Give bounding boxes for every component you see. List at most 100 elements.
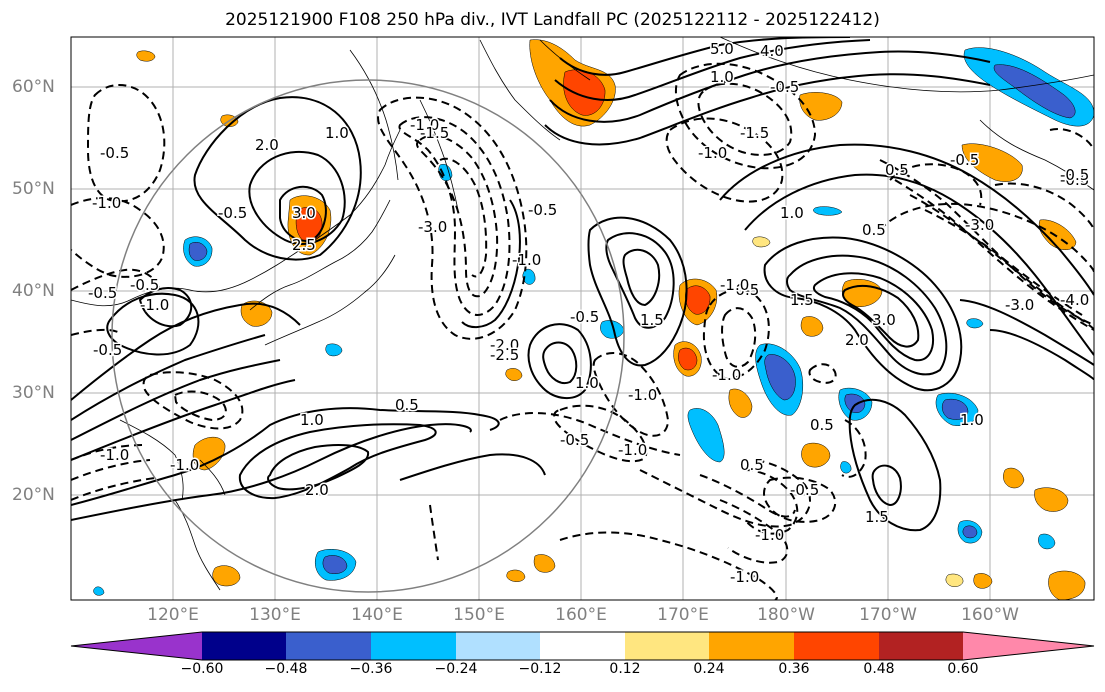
range-circle (111, 79, 625, 593)
contour-label: -0.5 (1060, 171, 1089, 189)
contour-label: -1.0 (628, 386, 657, 404)
contour-label: -0.5 (730, 281, 759, 299)
colorbar-segments (70, 631, 1095, 661)
lat-label-60n: 60°N (12, 77, 55, 97)
colorbar-extend-high (963, 632, 1094, 660)
colorbar-segment (879, 632, 963, 660)
contour-label: 3.0 (292, 204, 316, 222)
colorbar (70, 631, 1095, 661)
lat-label-20n: 20°N (12, 485, 55, 505)
contour-label: -0.5 (560, 431, 589, 449)
contour-label: 1.5 (640, 311, 664, 329)
contour-label: -0.5 (130, 276, 159, 294)
lon-label: 170°W (859, 605, 917, 625)
colorbar-segment (625, 632, 709, 660)
colorbar-tick: 0.60 (947, 661, 979, 677)
contour-label: -1.5 (420, 124, 449, 142)
contour-label: 4.0 (760, 42, 784, 60)
lon-label: 180°W (757, 605, 815, 625)
contour-label: 1.0 (325, 124, 349, 142)
colorbar-tick: 0.24 (693, 661, 725, 677)
contour-label: 0.5 (862, 221, 886, 239)
contour-label: 0.5 (395, 396, 419, 414)
contour-label: -1.0 (170, 456, 199, 474)
contour-label: -1.0 (512, 251, 541, 269)
lat-label-40n: 40°N (12, 281, 55, 301)
contour-label: -1.0 (755, 526, 784, 544)
contour-label: -0.5 (93, 341, 122, 359)
contour-label: -1.0 (730, 568, 759, 586)
contour-label: -1.5 (740, 124, 769, 142)
contour-label: -0.5 (790, 481, 819, 499)
contour-label: 5.0 (710, 40, 734, 58)
contour-label: -0.5 (570, 308, 599, 326)
contour-label: -1.0 (712, 366, 741, 384)
contour-label: -0.5 (950, 151, 979, 169)
contour-label: 1.0 (960, 411, 984, 429)
negative-contours (71, 62, 1094, 600)
colorbar-tick: 0.48 (863, 661, 895, 677)
contour-label: 0.5 (885, 161, 909, 179)
contour-label: 1.0 (300, 411, 324, 429)
lon-label: 160°W (961, 605, 1019, 625)
colorbar-outline (70, 631, 1095, 661)
contour-label: -0.5 (1060, 166, 1089, 184)
colorbar-tick: −0.48 (264, 661, 308, 677)
lon-label: 140°E (351, 605, 403, 625)
divergence-negative-fills (93, 47, 1094, 596)
colorbar-tick: −0.12 (518, 661, 562, 677)
contour-label: 0.5 (810, 416, 834, 434)
colorbar-segment (371, 632, 456, 660)
contour-label: 1.5 (790, 291, 814, 309)
colorbar-segment (794, 632, 879, 660)
contour-label: -1.0 (698, 144, 727, 162)
colorbar-tick: 0.12 (609, 661, 641, 677)
colorbar-segment (202, 632, 286, 660)
lon-label: 150°E (453, 605, 505, 625)
colorbar-segment (540, 632, 625, 660)
contour-label: -0.5 (218, 204, 247, 222)
lat-label-30n: 30°N (12, 383, 55, 403)
contour-label: 0.5 (740, 456, 764, 474)
positive-contours (71, 37, 1094, 532)
lon-label: 160°E (555, 605, 607, 625)
contour-label: 2.5 (292, 236, 316, 254)
contour-label: -2.5 (490, 346, 519, 364)
contour-label: -4.0 (1060, 291, 1089, 309)
contour-label: 2.0 (255, 136, 279, 154)
contour-label: 1.0 (780, 204, 804, 222)
contour-label: -3.0 (1005, 296, 1034, 314)
lat-label-50n: 50°N (12, 179, 55, 199)
colorbar-extend-low (71, 632, 202, 660)
contour-label: -1.0 (92, 194, 121, 212)
colorbar-tick: −0.36 (349, 661, 393, 677)
contour-label: -1.0 (410, 116, 439, 134)
colorbar-segment (456, 632, 540, 660)
colorbar-segment (709, 632, 794, 660)
colorbar-tick: −0.60 (180, 661, 224, 677)
lon-label: 130°E (249, 605, 301, 625)
contour-labels: 5.0 4.0 1.0 2.0 3.0 1.0 2.5 1.0 0.5 1.0 … (87, 39, 1091, 588)
contour-label: -1.0 (140, 296, 169, 314)
contour-label: -0.5 (528, 201, 557, 219)
contour-label: -0.5 (770, 78, 799, 96)
chart-title: 2025121900 F108 250 hPa div., IVT Landfa… (225, 10, 880, 30)
contour-label: -0.5 (88, 284, 117, 302)
colorbar-tick: 0.36 (778, 661, 810, 677)
lon-label: 170°E (657, 605, 709, 625)
contour-label: -1.0 (100, 446, 129, 464)
contour-label: 2.0 (305, 481, 329, 499)
contour-label: -1.0 (720, 276, 749, 294)
colorbar-tick: −0.24 (434, 661, 478, 677)
contour-label: -0.5 (100, 144, 129, 162)
contour-label: 3.0 (872, 311, 896, 329)
contour-label: 1.0 (575, 374, 599, 392)
contour-label: -3.0 (418, 218, 447, 236)
contour-label: 1.5 (865, 508, 889, 526)
contour-label: 3.0 (1010, 296, 1034, 314)
contour-label: 1.0 (710, 68, 734, 86)
lon-label: 120°E (147, 605, 199, 625)
colorbar-segment (286, 632, 371, 660)
contour-label: -2.0 (490, 336, 519, 354)
